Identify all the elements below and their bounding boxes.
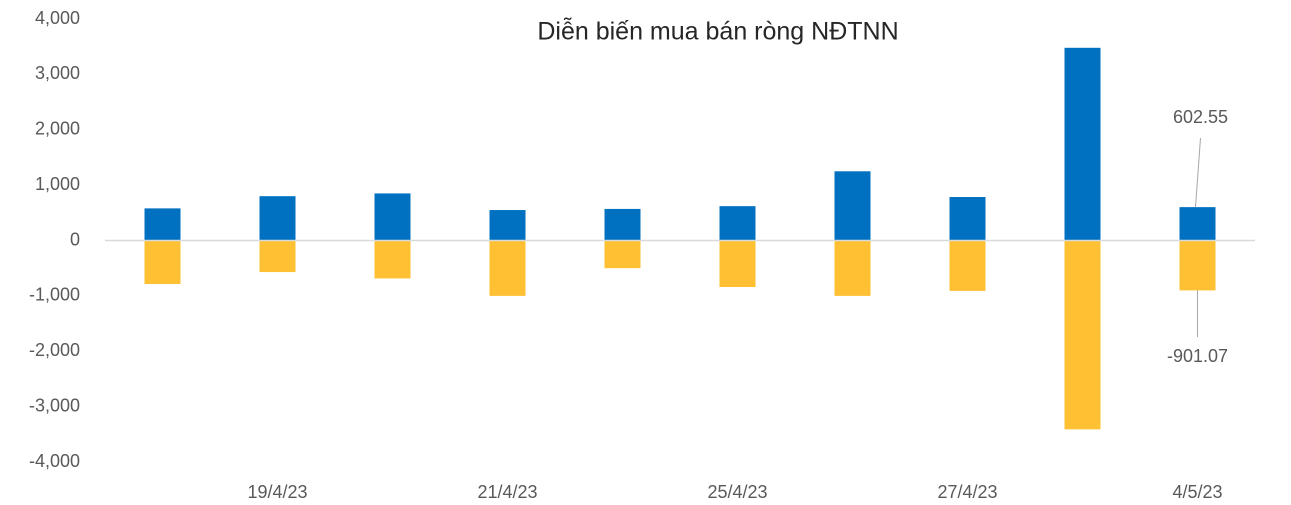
y-tick-label: 3,000 <box>35 63 80 83</box>
bar <box>259 196 296 241</box>
leader-line <box>1195 137 1201 208</box>
bar <box>604 240 641 269</box>
y-tick-label: -3,000 <box>29 395 80 415</box>
data-label: 602.55 <box>1173 107 1228 127</box>
bar <box>144 240 181 284</box>
x-tick-label: 21/4/23 <box>477 482 537 502</box>
bar <box>1179 240 1216 291</box>
x-tick-label: 19/4/23 <box>247 482 307 502</box>
y-tick-label: -1,000 <box>29 285 80 305</box>
bar <box>1064 47 1101 241</box>
bar <box>259 240 296 273</box>
bar <box>719 206 756 241</box>
bar <box>949 197 986 241</box>
bar <box>834 240 871 296</box>
bar <box>1064 240 1101 430</box>
y-tick-label: 4,000 <box>35 8 80 28</box>
bar <box>489 210 526 241</box>
x-tick-label: 25/4/23 <box>707 482 767 502</box>
bar <box>374 240 411 279</box>
bar <box>374 193 411 241</box>
x-tick-label: 4/5/23 <box>1172 482 1222 502</box>
y-tick-label: 1,000 <box>35 174 80 194</box>
y-tick-label: -2,000 <box>29 340 80 360</box>
bar <box>144 208 181 241</box>
chart-title: Diễn biến mua bán ròng NĐTNN <box>537 17 898 46</box>
y-tick-label: -4,000 <box>29 451 80 471</box>
bar <box>834 171 871 241</box>
bar <box>489 240 526 296</box>
bar <box>604 208 641 241</box>
bar <box>949 240 986 291</box>
y-tick-label: 2,000 <box>35 119 80 139</box>
x-tick-label: 27/4/23 <box>937 482 997 502</box>
data-label: -901.07 <box>1167 346 1228 366</box>
y-tick-label: 0 <box>70 229 80 249</box>
bar <box>1179 207 1216 241</box>
bar <box>719 240 756 288</box>
